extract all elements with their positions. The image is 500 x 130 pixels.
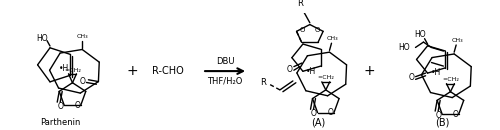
Text: R: R: [297, 0, 303, 8]
Text: O: O: [75, 101, 80, 110]
Text: •H: •H: [306, 67, 316, 76]
Text: (A): (A): [310, 117, 325, 127]
Text: CH₃: CH₃: [76, 34, 88, 38]
Text: O: O: [314, 27, 320, 32]
Text: O: O: [58, 102, 63, 111]
Text: =CH₂: =CH₂: [318, 75, 334, 80]
Text: O: O: [80, 77, 86, 86]
Text: THF/H₂O: THF/H₂O: [208, 76, 243, 85]
Text: =CH₂: =CH₂: [64, 68, 81, 73]
Text: HO: HO: [398, 43, 409, 52]
Text: O: O: [408, 73, 414, 82]
Text: CH₃: CH₃: [452, 38, 463, 43]
Text: +: +: [364, 64, 376, 78]
Text: O: O: [328, 108, 334, 117]
Text: O: O: [452, 110, 458, 119]
Text: HO: HO: [414, 30, 426, 39]
Text: CH₃: CH₃: [326, 36, 338, 41]
Text: =CH₂: =CH₂: [442, 77, 459, 82]
Text: O: O: [300, 27, 305, 32]
Text: R-CHO: R-CHO: [152, 66, 184, 76]
Text: •H: •H: [58, 64, 69, 73]
Text: O: O: [310, 109, 316, 118]
Text: Parthenin: Parthenin: [40, 118, 80, 127]
Text: R: R: [260, 78, 266, 87]
Text: •H: •H: [430, 69, 441, 77]
Text: +: +: [126, 64, 138, 78]
Text: DBU: DBU: [216, 57, 234, 66]
Text: O: O: [435, 111, 441, 120]
Text: O: O: [287, 65, 293, 74]
Text: (B): (B): [436, 117, 450, 127]
Text: HO: HO: [36, 34, 48, 43]
